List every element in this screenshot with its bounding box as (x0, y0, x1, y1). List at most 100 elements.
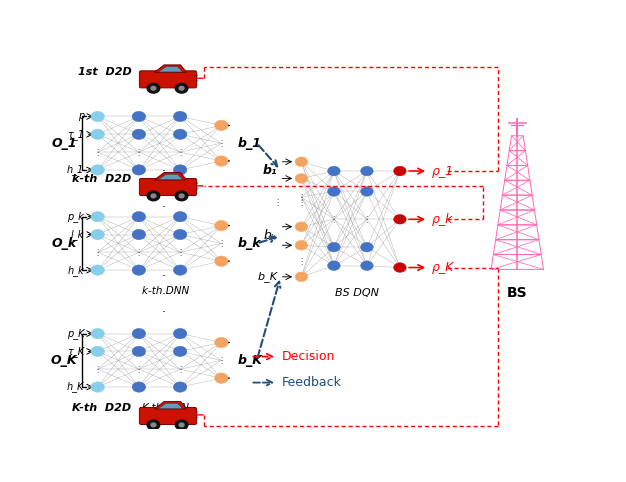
Circle shape (173, 328, 187, 339)
Text: ⋮: ⋮ (217, 139, 225, 147)
Circle shape (151, 86, 156, 90)
Circle shape (147, 420, 160, 430)
Text: Decision: Decision (282, 350, 336, 363)
Circle shape (132, 328, 146, 339)
Text: ·
·
·: · · · (161, 270, 165, 319)
Polygon shape (155, 402, 187, 409)
Polygon shape (155, 173, 187, 180)
Text: h_k: h_k (68, 265, 84, 276)
Text: p_k: p_k (68, 211, 84, 222)
Text: τ_K: τ_K (67, 346, 84, 357)
Text: ⋮: ⋮ (176, 365, 184, 374)
Circle shape (132, 212, 146, 222)
Text: ⋮: ⋮ (330, 215, 338, 224)
Circle shape (132, 129, 146, 139)
Polygon shape (158, 174, 183, 180)
Text: h_K: h_K (67, 382, 84, 392)
Text: k-th  D2D: k-th D2D (73, 174, 131, 184)
Text: O_k: O_k (52, 237, 77, 250)
Circle shape (175, 420, 188, 430)
Circle shape (295, 272, 308, 281)
Text: BS: BS (507, 286, 528, 300)
Text: K-th  D2D: K-th D2D (73, 403, 131, 413)
Circle shape (151, 194, 156, 198)
Circle shape (215, 220, 228, 231)
Circle shape (215, 337, 228, 348)
Circle shape (173, 382, 187, 392)
Text: ⋮: ⋮ (297, 198, 305, 207)
Circle shape (173, 111, 187, 121)
Text: ⋮: ⋮ (297, 256, 305, 266)
Circle shape (179, 194, 184, 198)
Circle shape (91, 165, 105, 175)
Text: O_K: O_K (51, 354, 77, 367)
Circle shape (91, 111, 105, 121)
Circle shape (327, 242, 341, 252)
Circle shape (132, 265, 146, 275)
Text: Feedback: Feedback (282, 376, 342, 389)
Circle shape (295, 157, 308, 167)
Text: O_1: O_1 (52, 137, 77, 150)
FancyBboxPatch shape (140, 178, 197, 196)
Polygon shape (158, 67, 183, 72)
Text: b_K: b_K (257, 271, 277, 282)
Circle shape (91, 212, 105, 222)
Circle shape (91, 229, 105, 240)
Text: b_1: b_1 (237, 137, 262, 150)
Circle shape (361, 187, 373, 196)
Circle shape (173, 229, 187, 240)
Circle shape (179, 86, 184, 90)
Polygon shape (155, 65, 187, 72)
Circle shape (132, 111, 146, 121)
Circle shape (361, 261, 373, 270)
Circle shape (173, 346, 187, 357)
Circle shape (215, 373, 228, 383)
Circle shape (327, 261, 341, 270)
FancyBboxPatch shape (140, 407, 197, 425)
Polygon shape (158, 403, 183, 409)
Circle shape (132, 229, 146, 240)
Circle shape (361, 166, 373, 176)
Circle shape (91, 382, 105, 392)
Circle shape (215, 156, 228, 166)
Circle shape (173, 129, 187, 139)
Circle shape (151, 423, 156, 427)
Text: ⋮: ⋮ (217, 239, 225, 248)
Circle shape (173, 212, 187, 222)
Circle shape (215, 120, 228, 131)
Text: b₁: b₁ (263, 163, 277, 176)
Text: ⋮: ⋮ (273, 198, 281, 207)
Circle shape (179, 423, 184, 427)
Text: 1st  D2D: 1st D2D (78, 67, 131, 77)
Text: bₖ: bₖ (264, 229, 277, 242)
Circle shape (295, 174, 308, 183)
Text: τ_1: τ_1 (67, 129, 84, 140)
Text: p: p (78, 111, 84, 121)
Circle shape (91, 328, 105, 339)
Text: k-th DNN: k-th DNN (142, 286, 189, 296)
Text: ρ_1: ρ_1 (431, 164, 454, 177)
Circle shape (147, 83, 160, 93)
Text: ⋮: ⋮ (93, 147, 102, 157)
Text: ⋮: ⋮ (217, 356, 225, 365)
Circle shape (132, 382, 146, 392)
Text: ⋮: ⋮ (93, 365, 102, 374)
Circle shape (295, 241, 308, 250)
Circle shape (327, 166, 341, 176)
Text: h_1: h_1 (67, 164, 84, 175)
Text: ⋮: ⋮ (135, 248, 143, 257)
Circle shape (91, 346, 105, 357)
Circle shape (132, 346, 146, 357)
Circle shape (215, 256, 228, 267)
Circle shape (175, 191, 188, 201)
Circle shape (394, 214, 406, 224)
Text: ⋮: ⋮ (135, 365, 143, 374)
Text: b_K: b_K (237, 354, 262, 367)
Circle shape (327, 187, 341, 196)
Circle shape (361, 242, 373, 252)
Circle shape (394, 263, 406, 272)
Text: BS DQN: BS DQN (335, 288, 379, 298)
Circle shape (175, 83, 188, 93)
Text: ρ_k: ρ_k (431, 213, 453, 226)
Circle shape (91, 265, 105, 275)
